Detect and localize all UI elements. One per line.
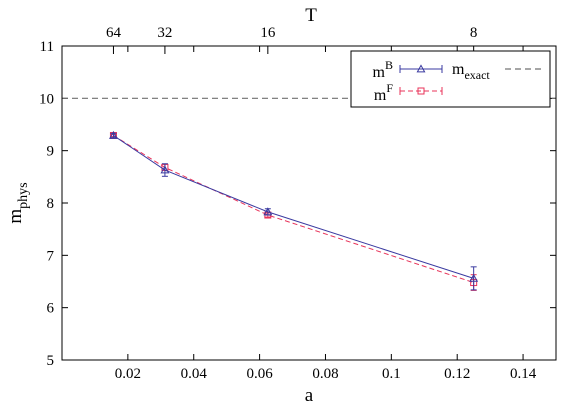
- series-mf-line: [113, 135, 474, 284]
- legend-label-mb-sup: B: [385, 58, 393, 72]
- series-mb-line: [113, 135, 474, 279]
- legend-label-mb: mB: [373, 58, 393, 81]
- x-tick-label: 0.14: [510, 366, 537, 382]
- y-tick-label: 5: [47, 353, 55, 369]
- series-mb-point: [469, 273, 479, 282]
- y-axis-title-sub: phys: [16, 182, 31, 208]
- legend: mB mF mexact: [350, 50, 551, 108]
- series-mb-point: [109, 130, 118, 139]
- y-axis-title-main: m: [5, 209, 26, 224]
- legend-sample-mb-marker: [416, 64, 426, 73]
- x-tick-label: 0.1: [382, 366, 401, 382]
- top-tick-label: 64: [106, 25, 122, 41]
- legend-sample-mb: [399, 64, 443, 73]
- series-mb-point: [160, 165, 170, 174]
- x-tick-label: 0.04: [181, 366, 208, 382]
- x-tick-label: 0.06: [246, 366, 273, 382]
- legend-label-mf: mF: [374, 81, 393, 104]
- y-tick-label: 7: [47, 248, 55, 264]
- ticks-layer: 0.02 0.04 0.06 0.08 0.1 0.12 0.14 5 6 7 8 9 10 11 64 32…: [39, 25, 556, 382]
- x-axis-title: a: [305, 385, 314, 406]
- legend-box: [350, 50, 551, 108]
- data-layer: [62, 97, 556, 291]
- y-axis-title: mphys: [5, 182, 31, 223]
- x-tick-label: 0.12: [444, 366, 470, 382]
- y-tick-label: 6: [47, 301, 55, 317]
- legend-label-mexact: mexact: [452, 61, 490, 82]
- legend-label-mexact-sub: exact: [464, 68, 490, 82]
- top-tick-label: 32: [157, 25, 172, 41]
- x-tick-label: 0.02: [115, 366, 141, 382]
- legend-label-mf-sup: F: [386, 81, 393, 95]
- top-tick-label: 16: [260, 25, 276, 41]
- legend-label-mexact-main: m: [452, 61, 465, 78]
- x-tick-label: 0.08: [312, 366, 338, 382]
- legend-label-mf-main: m: [374, 87, 387, 104]
- legend-sample-mf-marker: [417, 87, 425, 95]
- plot-frame: [61, 45, 557, 361]
- y-tick-label: 9: [47, 144, 55, 160]
- top-axis-title: T: [305, 5, 317, 26]
- top-tick-label: 8: [470, 25, 478, 41]
- y-tick-label: 8: [47, 196, 55, 212]
- legend-sample-mf: [399, 87, 443, 95]
- series-mb-point: [263, 207, 273, 216]
- y-tick-label: 10: [39, 91, 54, 107]
- y-tick-label: 11: [40, 39, 54, 55]
- legend-label-mb-main: m: [373, 64, 386, 81]
